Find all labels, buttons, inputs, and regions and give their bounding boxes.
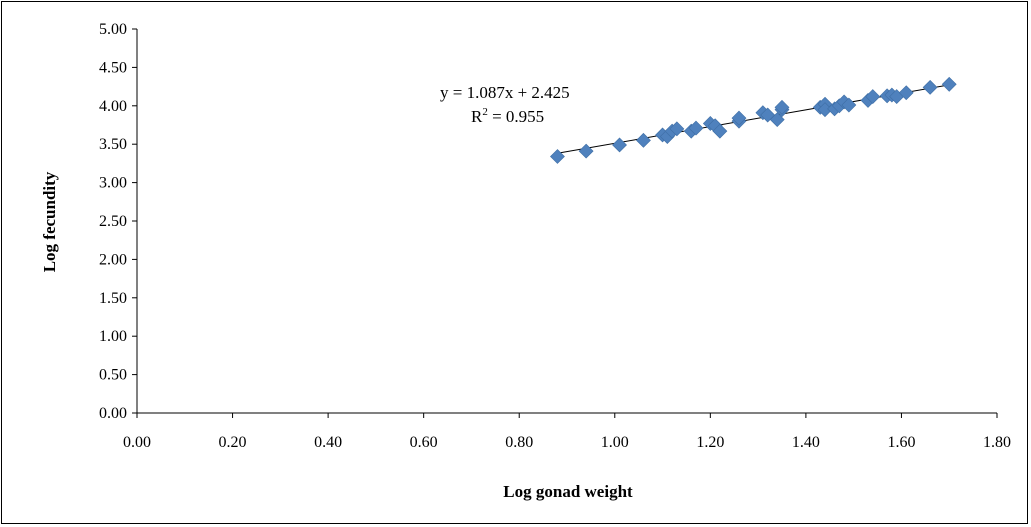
x-tick-label: 1.20 xyxy=(696,434,724,451)
trendline-equation: y = 1.087x + 2.425 xyxy=(440,83,570,102)
x-tick-label: 0.60 xyxy=(410,434,438,451)
data-point xyxy=(898,85,914,101)
x-tick-label: 0.20 xyxy=(219,434,247,451)
r-squared-label: R2 = 0.955 xyxy=(471,106,544,126)
x-tick-label: 1.40 xyxy=(792,434,820,451)
y-tick-label: 0.50 xyxy=(99,367,127,384)
x-axis-ticks: 0.00 0.20 0.40 0.60 0.80 1.00 1.20 1.40 1.60 1.80 xyxy=(123,413,1011,451)
data-points xyxy=(550,76,957,164)
x-tick-label: 0.00 xyxy=(123,434,151,451)
data-point xyxy=(769,112,785,128)
y-tick-label: 4.00 xyxy=(99,98,127,115)
y-tick-label: 4.50 xyxy=(99,59,127,76)
data-point xyxy=(841,97,857,113)
data-point xyxy=(688,120,704,136)
x-tick-label: 0.40 xyxy=(314,434,342,451)
x-axis-title: Log gonad weight xyxy=(503,482,633,501)
data-point xyxy=(578,143,594,159)
y-tick-label: 2.50 xyxy=(99,213,127,230)
data-point xyxy=(712,123,728,139)
y-tick-label: 3.50 xyxy=(99,136,127,153)
data-point xyxy=(941,76,957,92)
x-tick-label: 1.60 xyxy=(887,434,915,451)
data-point xyxy=(636,132,651,148)
data-point xyxy=(865,89,881,105)
data-point xyxy=(669,121,685,137)
data-point xyxy=(550,149,565,164)
data-point xyxy=(774,99,790,115)
y-tick-label: 2.00 xyxy=(99,251,127,268)
y-tick-label: 3.00 xyxy=(99,175,127,192)
y-tick-label: 1.50 xyxy=(99,290,127,307)
data-point xyxy=(731,110,747,126)
y-axis-ticks: 0.00 0.50 1.00 1.50 2.00 2.50 3.00 3.50 4.00 4.50… xyxy=(99,21,137,422)
y-tick-label: 0.00 xyxy=(99,405,127,422)
x-tick-label: 0.80 xyxy=(505,434,533,451)
y-axis-title: Log fecundity xyxy=(40,171,59,272)
y-tick-label: 5.00 xyxy=(99,21,127,38)
data-point xyxy=(612,137,627,153)
y-tick-label: 1.00 xyxy=(99,328,127,345)
x-tick-label: 1.80 xyxy=(983,434,1011,451)
x-tick-label: 1.00 xyxy=(601,434,629,451)
data-point xyxy=(922,79,938,95)
